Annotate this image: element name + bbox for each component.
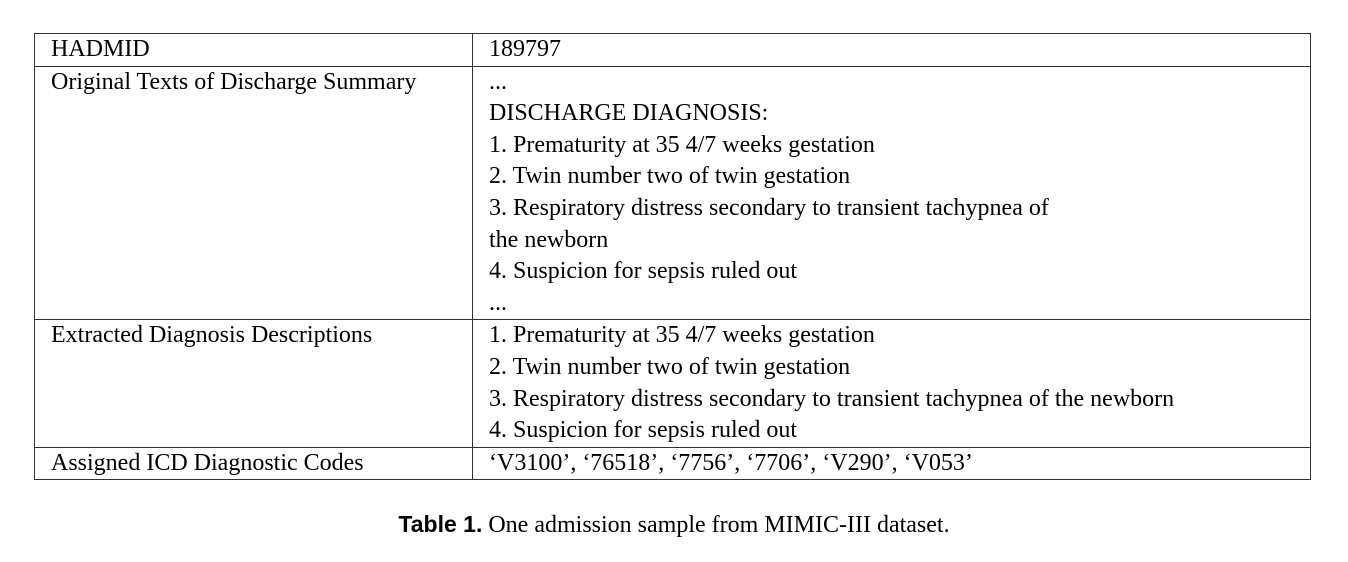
text-line: DISCHARGE DIAGNOSIS: bbox=[489, 100, 769, 127]
text-line: 2. Twin number two of twin gestation bbox=[489, 163, 851, 190]
row-value: ... DISCHARGE DIAGNOSIS: 1. Prematurity … bbox=[472, 65, 1311, 321]
text-line: ... bbox=[489, 68, 507, 95]
text-line: 4. Suspicion for sepsis ruled out bbox=[489, 258, 797, 285]
text-line: the newborn bbox=[489, 226, 609, 253]
text-line: 3. Respiratory distress secondary to tra… bbox=[489, 194, 1049, 221]
table-row-hadmid: HADMID 189797 bbox=[34, 33, 1311, 67]
text-line: 3. Respiratory distress secondary to tra… bbox=[489, 385, 1175, 412]
caption-label: Table 1. bbox=[398, 511, 483, 537]
table-row-original-texts: Original Texts of Discharge Summary ... … bbox=[34, 65, 1311, 321]
row-label: HADMID bbox=[34, 33, 473, 67]
text-line: 2. Twin number two of twin gestation bbox=[489, 353, 851, 380]
row-label: Original Texts of Discharge Summary bbox=[34, 65, 473, 321]
table-row-extracted-descriptions: Extracted Diagnosis Descriptions 1. Prem… bbox=[34, 319, 1311, 448]
text-line: 1. Prematurity at 35 4/7 weeks gestation bbox=[489, 322, 875, 349]
row-label: Extracted Diagnosis Descriptions bbox=[34, 319, 473, 448]
row-label: Assigned ICD Diagnostic Codes bbox=[34, 446, 473, 481]
caption-text: One admission sample from MIMIC-III data… bbox=[488, 512, 950, 538]
row-value: ‘V3100’, ‘76518’, ‘7756’, ‘7706’, ‘V290’… bbox=[472, 446, 1311, 481]
admission-sample-table: HADMID 189797 Original Texts of Discharg… bbox=[34, 33, 1311, 481]
text-line: ‘V3100’, ‘76518’, ‘7756’, ‘7706’, ‘V290’… bbox=[489, 449, 973, 476]
row-value: 1. Prematurity at 35 4/7 weeks gestation… bbox=[472, 319, 1311, 448]
text-line: 4. Suspicion for sepsis ruled out bbox=[489, 417, 797, 444]
row-value: 189797 bbox=[472, 33, 1311, 67]
text-line: 1. Prematurity at 35 4/7 weeks gestation bbox=[489, 131, 875, 158]
text-line: ... bbox=[489, 289, 507, 316]
table-row-icd-codes: Assigned ICD Diagnostic Codes ‘V3100’, ‘… bbox=[34, 446, 1311, 481]
table-caption: Table 1. One admission sample from MIMIC… bbox=[0, 509, 1348, 540]
text-line: 189797 bbox=[489, 36, 561, 62]
